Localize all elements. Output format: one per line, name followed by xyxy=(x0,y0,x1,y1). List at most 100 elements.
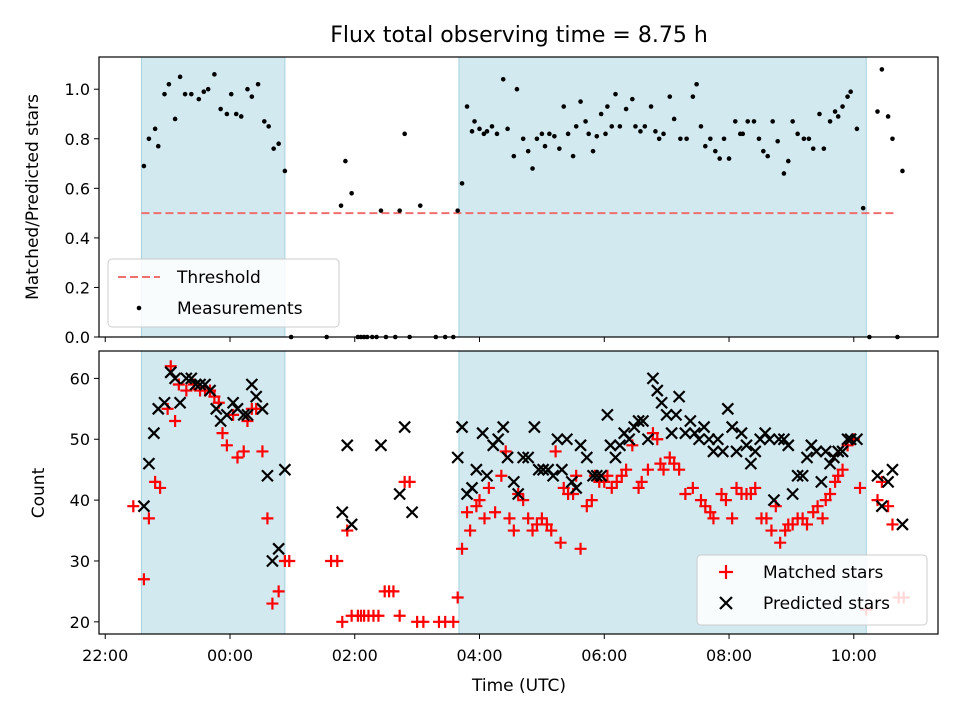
top-legend-box xyxy=(107,258,340,328)
matched-star-point xyxy=(719,494,732,507)
top-y-ticks: 0.0 0.2 0.4 0.6 0.8 1.0 xyxy=(65,80,99,347)
measurement-point xyxy=(343,158,348,164)
matched-star-point xyxy=(417,615,430,628)
predicted-star-point xyxy=(536,463,550,476)
predicted-star-point xyxy=(574,439,587,452)
x-tick-label: 02:00 xyxy=(332,646,378,665)
measurement-point xyxy=(726,156,732,161)
predicted-star-point xyxy=(660,408,673,422)
predicted-star-point xyxy=(827,451,841,464)
measurement-point xyxy=(530,166,535,171)
predicted-star-point xyxy=(266,554,279,568)
matched-star-point xyxy=(517,494,530,507)
predicted-star-point xyxy=(142,457,156,470)
matched-star-point xyxy=(545,524,558,537)
predicted-star-point xyxy=(744,457,758,470)
matched-star-point xyxy=(663,451,676,464)
measurement-point xyxy=(671,116,677,122)
matched-star-point xyxy=(699,500,712,513)
predicted-star-point xyxy=(340,439,354,452)
matched-star-point xyxy=(673,463,686,476)
matched-star-point xyxy=(829,475,842,488)
matched-star-point xyxy=(341,524,354,537)
predicted-star-point xyxy=(896,518,909,531)
matched-star-point xyxy=(657,463,670,476)
predicted-star-point xyxy=(796,469,809,483)
matched-star-point xyxy=(473,494,486,507)
y-tick-label: 0.8 xyxy=(65,130,90,149)
matched-star-point xyxy=(557,481,570,494)
measurement-point xyxy=(182,91,188,97)
measurement-point xyxy=(201,89,207,94)
predicted-star-point xyxy=(278,463,292,476)
predicted-star-point xyxy=(521,451,535,464)
matched-star-point xyxy=(882,500,895,513)
predicted-star-point xyxy=(684,414,697,428)
measurement-point xyxy=(276,141,281,147)
matched-star-point xyxy=(694,494,707,507)
x-tick-label: 06:00 xyxy=(581,646,627,665)
measurement-point xyxy=(464,104,470,109)
matched-star-point xyxy=(730,481,743,494)
predicted-star-point xyxy=(451,451,464,464)
predicted-star-point xyxy=(815,475,828,489)
measurement-point xyxy=(266,124,271,129)
measurement-point xyxy=(459,181,465,186)
measurement-point xyxy=(630,96,635,102)
matched-star-point xyxy=(760,512,773,525)
measurement-point xyxy=(653,129,658,134)
measurement-point xyxy=(552,133,557,139)
matched-star-point xyxy=(522,512,535,525)
predicted-star-point xyxy=(707,445,720,458)
predicted-star-point xyxy=(636,414,650,428)
matched-star-point xyxy=(169,414,182,427)
measurement-point xyxy=(603,131,608,137)
measurement-point xyxy=(609,124,615,129)
predicted-star-point xyxy=(245,378,259,391)
matched-star-point xyxy=(149,475,162,488)
measurement-point xyxy=(561,104,567,109)
measurement-point xyxy=(875,109,880,114)
predicted-star-point xyxy=(137,499,151,513)
predicted-star-point xyxy=(455,420,469,434)
measurement-point xyxy=(477,126,482,132)
bottom-x-ticks: 22:00 00:00 02:00 04:00 06:00 08:00 10:00 xyxy=(82,634,877,665)
measurement-point xyxy=(583,119,588,124)
predicted-star-point xyxy=(511,487,525,501)
matched-star-point xyxy=(216,427,229,440)
matched-star-point xyxy=(456,542,469,555)
matched-star-point xyxy=(237,445,250,458)
matched-star-point xyxy=(372,609,385,622)
predicted-star-point xyxy=(641,432,655,446)
predicted-star-point xyxy=(665,426,678,440)
measurement-point xyxy=(761,148,766,154)
matched-star-point xyxy=(220,439,233,452)
matched-star-point xyxy=(142,512,155,525)
measurement-point xyxy=(740,131,746,137)
matched-star-point xyxy=(836,463,849,476)
matched-stars-legend-label: Matched stars xyxy=(763,563,883,583)
predicted-star-point xyxy=(480,469,494,483)
measurement-point xyxy=(790,119,795,124)
matched-star-point xyxy=(478,512,491,525)
predicted-star-point xyxy=(831,445,845,458)
top-plot-frame xyxy=(98,56,939,338)
matched-star-point xyxy=(605,481,618,494)
measurement-point xyxy=(835,114,841,119)
predicted-star-point xyxy=(810,445,823,458)
predicted-star-point xyxy=(875,499,889,513)
chart-title: Flux total observing time = 8.75 h xyxy=(330,23,708,48)
measurement-point xyxy=(245,86,250,92)
matched-star-point xyxy=(403,475,416,488)
matched-star-point xyxy=(819,494,832,507)
measurement-point xyxy=(594,133,600,139)
matched-star-point xyxy=(127,500,140,513)
predicted-star-point xyxy=(669,408,683,422)
matched-star-point xyxy=(503,512,516,525)
predicted-star-point xyxy=(209,402,223,416)
predicted-star-point xyxy=(476,426,489,440)
y-tick-label: 60 xyxy=(70,369,90,388)
predicted-star-point xyxy=(147,426,161,440)
predicted-star-point xyxy=(189,378,202,391)
predicted-star-point xyxy=(881,475,895,489)
